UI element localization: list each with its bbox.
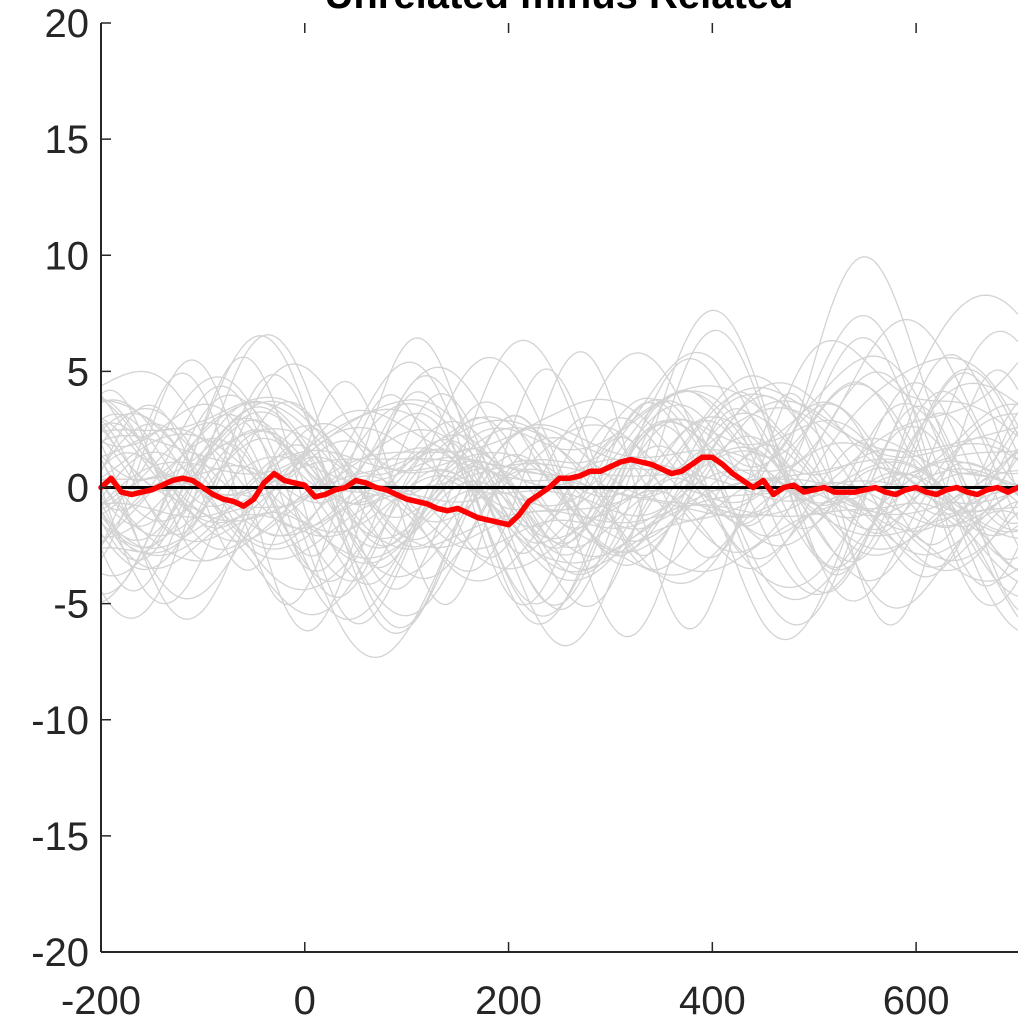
y-tick-label: -10: [31, 699, 89, 743]
individual-line: [100, 351, 1018, 630]
y-tick-label: 15: [45, 118, 90, 162]
individual-line: [100, 393, 1018, 606]
individual-line: [100, 356, 1018, 603]
y-tick-label: 0: [67, 467, 89, 511]
axes: -20 -15 -10 -5 0 5 10 15 20 -200 0 200 400 600: [31, 2, 1018, 1020]
individual-line: [100, 359, 1018, 632]
individual-subject-lines: [100, 256, 1018, 659]
individual-line: [100, 408, 1018, 564]
individual-line: [100, 401, 1018, 591]
individual-line: [100, 294, 1018, 589]
individual-line: [100, 372, 1018, 606]
individual-line: [100, 368, 1018, 606]
individual-line: [100, 335, 1018, 634]
mean-line-group: [98, 454, 1018, 528]
individual-line: [100, 383, 1018, 571]
individual-line: [100, 400, 1018, 577]
y-tick-label: 5: [67, 350, 89, 394]
individual-line: [100, 366, 1018, 576]
individual-line: [100, 400, 1018, 557]
individual-line: [100, 337, 1018, 592]
x-tick-label: 200: [475, 979, 542, 1020]
y-tick-label: 10: [45, 234, 90, 278]
y-tick-label: -20: [31, 931, 89, 975]
x-tick-label: -200: [61, 979, 141, 1020]
x-tick-label: 0: [294, 979, 316, 1020]
x-tick-label: 400: [679, 979, 746, 1020]
individual-line: [100, 398, 1018, 573]
mean-line: [98, 454, 1018, 528]
chart-title: Unrelated minus Related: [324, 0, 793, 17]
individual-line: [100, 336, 1018, 617]
individual-line: [100, 386, 1018, 582]
individual-line: [100, 256, 1018, 647]
individual-line: [100, 418, 1018, 549]
individual-line: [100, 416, 1018, 597]
individual-line: [100, 371, 1018, 632]
x-tick-label: 600: [883, 979, 950, 1020]
individual-line: [100, 396, 1018, 572]
y-tick-label: -15: [31, 815, 89, 859]
individual-line: [100, 356, 1018, 625]
individual-line: [100, 385, 1018, 605]
individual-line: [100, 318, 1018, 550]
individual-line: [100, 334, 1018, 619]
y-tick-label: -5: [53, 583, 89, 627]
individual-line: [100, 361, 1018, 625]
y-tick-label: 20: [45, 2, 90, 46]
